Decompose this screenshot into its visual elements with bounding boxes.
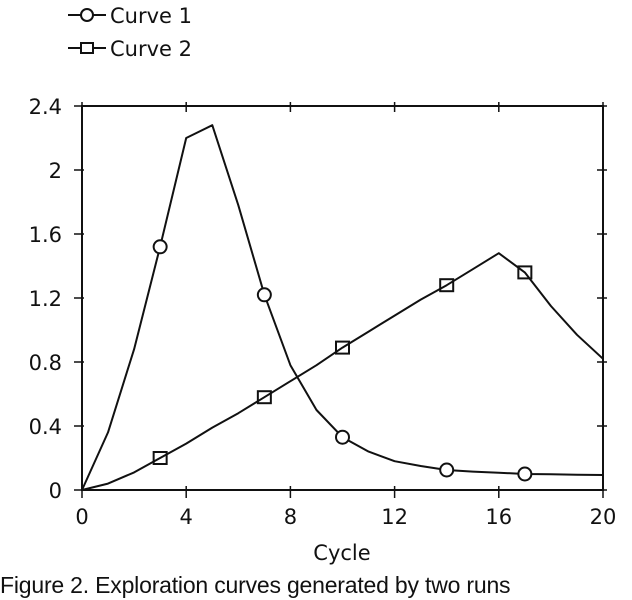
square-marker [439, 278, 455, 293]
circle-marker [517, 466, 533, 482]
y-axis: 0 0.4 0.8 1.2 1.6 2 2.4 [29, 95, 607, 503]
y-tick-label: 1.2 [29, 287, 62, 311]
y-tick-label: 0 [49, 479, 62, 503]
circle-marker [256, 287, 272, 303]
square-marker [256, 390, 272, 405]
y-tick-label: 2.4 [29, 95, 62, 119]
legend: Curve 1 Curve 2 [68, 4, 192, 61]
y-tick-label: 2 [49, 159, 62, 183]
circle-marker [152, 239, 168, 255]
x-tick-label: 16 [485, 505, 512, 529]
square-marker [517, 265, 533, 280]
series-line-2 [81, 252, 604, 491]
figure-caption: Figure 2. Exploration curves generated b… [0, 572, 511, 598]
legend-label: Curve 1 [110, 4, 192, 28]
x-tick-label: 20 [590, 505, 617, 529]
circle-marker-icon [80, 8, 94, 22]
series-lines [81, 124, 604, 491]
circle-marker [439, 462, 455, 478]
x-tick-label: 0 [75, 505, 88, 529]
x-tick-label: 12 [381, 505, 408, 529]
legend-item-1: Curve 1 [68, 4, 192, 28]
square-marker-icon [80, 42, 94, 54]
legend-label: Curve 2 [110, 37, 192, 61]
legend-item-2: Curve 2 [68, 37, 192, 61]
y-tick-label: 1.6 [29, 223, 62, 247]
x-axis: 0 4 8 12 16 20 [75, 102, 616, 529]
square-marker [152, 451, 168, 465]
x-tick-label: 4 [180, 505, 193, 529]
square-marker [335, 340, 350, 355]
x-axis-label: Cycle [313, 541, 370, 565]
y-tick-label: 0.8 [29, 351, 62, 375]
y-tick-label: 0.4 [29, 415, 62, 439]
x-tick-label: 8 [284, 505, 297, 529]
circle-marker [335, 429, 350, 445]
